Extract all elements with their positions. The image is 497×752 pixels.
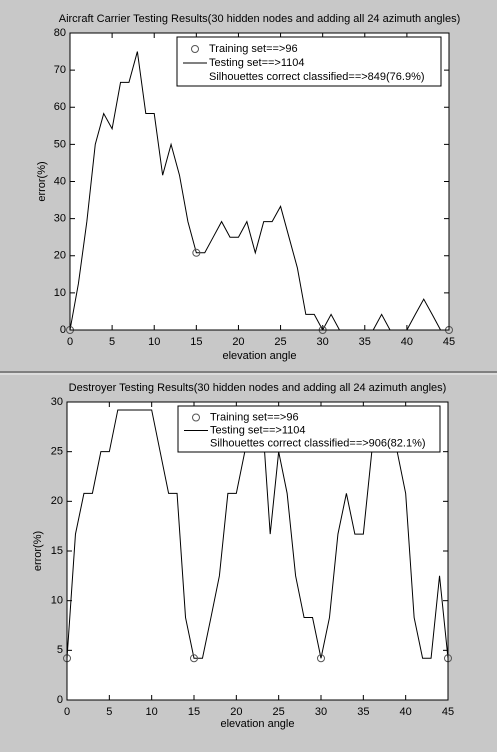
x-tick-label: 40 <box>400 706 412 718</box>
x-axis-label: elevation angle <box>222 350 296 362</box>
y-tick-label: 20 <box>51 495 63 507</box>
legend-label: Testing set==>1104 <box>209 57 305 69</box>
chart-title: Aircraft Carrier Testing Results(30 hidd… <box>59 13 461 25</box>
x-tick-label: 35 <box>359 336 371 348</box>
y-tick-label: 5 <box>57 644 63 656</box>
legend-box <box>176 36 442 87</box>
chart-title: Destroyer Testing Results(30 hidden node… <box>69 382 447 394</box>
legend-label: Testing set==>1104 <box>210 424 306 436</box>
y-tick-label: 70 <box>54 64 66 76</box>
y-tick-label: 30 <box>51 396 63 408</box>
plot-frame <box>69 32 450 331</box>
y-tick-label: 15 <box>51 545 63 557</box>
y-tick-label: 80 <box>54 27 66 39</box>
y-tick-label: 20 <box>54 250 66 262</box>
data-line <box>70 51 449 330</box>
x-tick-label: 10 <box>146 706 158 718</box>
y-axis-label: error(%) <box>36 161 48 201</box>
y-tick-label: 60 <box>54 101 66 113</box>
y-tick-label: 0 <box>57 694 63 706</box>
legend-annotation: Silhouettes correct classified==>906(82.… <box>210 437 426 449</box>
y-tick-label: 50 <box>54 138 66 150</box>
y-tick-label: 10 <box>54 287 66 299</box>
x-tick-label: 25 <box>273 706 285 718</box>
x-tick-label: 30 <box>317 336 329 348</box>
x-tick-label: 45 <box>443 336 455 348</box>
x-tick-label: 15 <box>190 336 202 348</box>
x-axis-label: elevation angle <box>220 718 294 730</box>
legend-box <box>177 405 441 453</box>
y-tick-label: 0 <box>60 324 66 336</box>
x-tick-label: 0 <box>64 706 70 718</box>
data-marker <box>317 654 325 663</box>
x-tick-label: 40 <box>401 336 413 348</box>
x-tick-label: 25 <box>274 336 286 348</box>
legend-annotation: Silhouettes correct classified==>849(76.… <box>209 71 425 83</box>
data-marker <box>190 654 198 663</box>
y-axis-label: error(%) <box>32 531 44 571</box>
x-tick-label: 10 <box>148 336 160 348</box>
x-tick-label: 5 <box>109 336 115 348</box>
x-tick-label: 20 <box>232 336 244 348</box>
plot-content <box>70 51 449 330</box>
legend-label: Training set==>96 <box>209 43 298 55</box>
x-tick-label: 35 <box>357 706 369 718</box>
y-tick-label: 10 <box>51 595 63 607</box>
x-tick-label: 5 <box>106 706 112 718</box>
x-tick-label: 30 <box>315 706 327 718</box>
y-tick-label: 30 <box>54 213 66 225</box>
x-tick-label: 0 <box>67 336 73 348</box>
x-tick-label: 45 <box>442 706 454 718</box>
legend-marker <box>192 413 200 422</box>
y-tick-label: 40 <box>54 175 66 187</box>
plot-frame <box>66 401 449 701</box>
legend-label: Training set==>96 <box>210 411 299 423</box>
legend-marker <box>191 45 199 53</box>
x-tick-label: 20 <box>230 706 242 718</box>
x-tick-label: 15 <box>188 706 200 718</box>
y-tick-label: 25 <box>51 446 63 458</box>
data-marker <box>192 248 201 257</box>
